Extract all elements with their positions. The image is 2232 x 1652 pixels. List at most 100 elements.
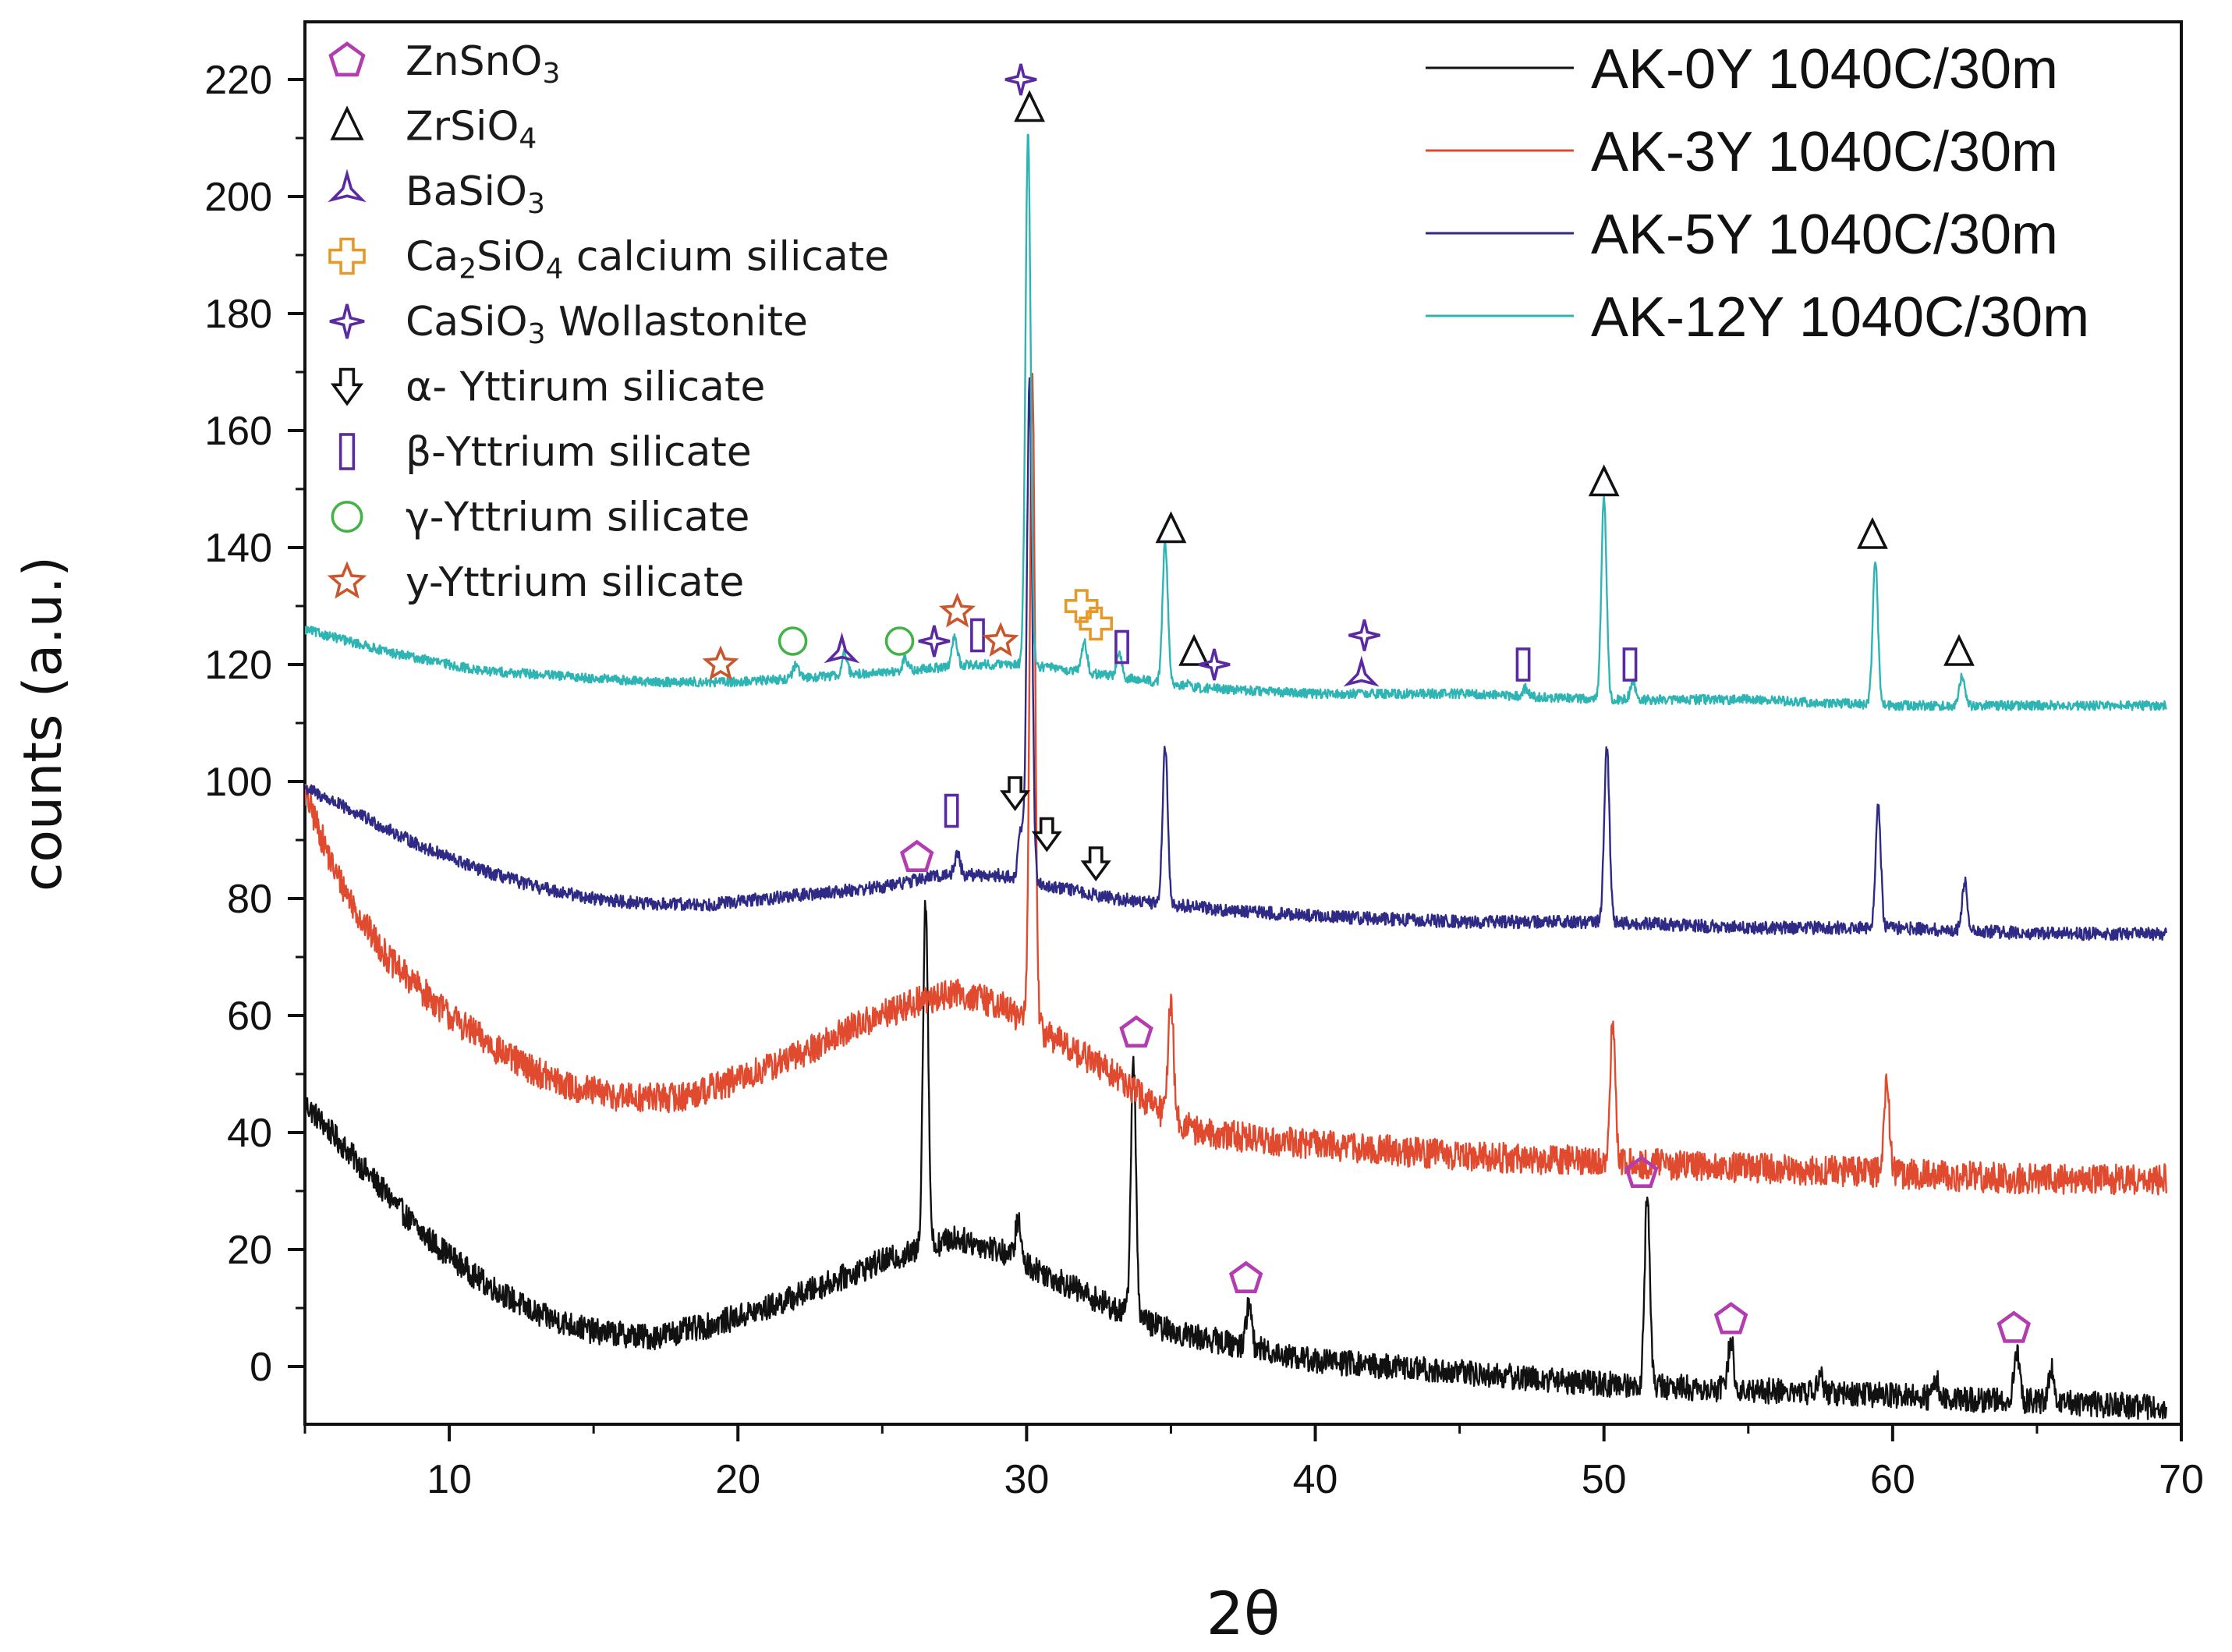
x-tick-label: 50 xyxy=(1582,1457,1627,1502)
down-arrow-icon xyxy=(1080,846,1111,882)
triangle-shape xyxy=(1014,90,1045,122)
x-tick-label: 60 xyxy=(1870,1457,1915,1502)
label-part: 3 xyxy=(542,58,560,90)
triangle-shape xyxy=(1588,464,1620,497)
pentagon-icon xyxy=(1119,1015,1153,1048)
arrow-shape xyxy=(1000,776,1031,812)
y-tick-label: 140 xyxy=(204,526,272,571)
y-tick-label: 160 xyxy=(204,409,272,454)
label-part: β-Yttrium silicate xyxy=(406,429,752,476)
cross-shape xyxy=(1064,589,1099,623)
phase-legend-label: γ-Yttrium silicate xyxy=(406,495,749,541)
series-legend-label: AK-3Y 1040C/30m xyxy=(1591,121,2058,183)
y-tick-label: 40 xyxy=(227,1111,272,1156)
tri-star-icon xyxy=(328,168,367,203)
rectangle-icon xyxy=(1515,647,1531,682)
circle-shape xyxy=(331,500,363,533)
pentagon-icon xyxy=(1229,1260,1263,1293)
cross-shape xyxy=(328,237,366,275)
circle-icon xyxy=(884,626,915,656)
y-axis-title: counts (a.u.) xyxy=(12,556,74,892)
x-tick-label: 20 xyxy=(715,1457,760,1502)
circle-shape xyxy=(778,626,808,656)
series-legend: AK-0Y 1040C/30m AK-3Y 1040C/30m AK-5Y 1040… xyxy=(1426,38,2089,349)
pentagon-icon xyxy=(1996,1310,2032,1343)
rect-shape xyxy=(338,433,356,470)
label-part: SiO xyxy=(477,234,545,281)
cross-icon xyxy=(1079,606,1114,641)
y-tick-label: 180 xyxy=(204,292,272,337)
phase-legend-label: CaSiO3 Wollastonite xyxy=(406,299,808,350)
phase-legend-label: α- Yttirum silicate xyxy=(406,364,765,411)
open-triangle-icon xyxy=(330,105,364,140)
label-part: γ-Yttrium silicate xyxy=(406,495,749,541)
rect-shape xyxy=(970,618,985,653)
triangle-shape xyxy=(330,105,364,140)
phase-legend-label: ZrSiO4 xyxy=(406,104,537,155)
y-tick-label: 120 xyxy=(204,643,272,688)
star-icon xyxy=(982,622,1019,658)
rect-shape xyxy=(944,793,959,828)
arrow-shape xyxy=(1031,817,1062,853)
y-tick-label: 80 xyxy=(227,877,272,922)
four-star-shape xyxy=(1004,63,1037,96)
pentagon-shape xyxy=(1996,1310,2032,1343)
annotation-layer xyxy=(702,63,2032,1343)
series-line-3 xyxy=(305,133,2167,711)
phase-legend-label: β-Yttrium silicate xyxy=(406,429,752,476)
x-tick-label: 70 xyxy=(2159,1457,2204,1502)
series-line-2 xyxy=(305,377,2167,941)
x-tick-label: 30 xyxy=(1004,1457,1049,1502)
label-part: Wollastonite xyxy=(545,299,808,346)
star-icon xyxy=(939,592,976,628)
triangle-shape xyxy=(1155,511,1187,544)
pentagon-shape xyxy=(1119,1015,1153,1048)
cross-icon xyxy=(1064,589,1099,623)
four-point-star-icon xyxy=(1348,619,1380,651)
circle-shape xyxy=(884,626,915,656)
circle-icon xyxy=(778,626,808,656)
pentagon-shape xyxy=(899,839,934,872)
pentagon-icon xyxy=(328,41,366,77)
pentagon-icon xyxy=(1713,1302,1748,1335)
rectangle-icon xyxy=(970,618,985,653)
star-shape xyxy=(982,622,1019,658)
four-star-shape xyxy=(1348,619,1380,651)
four-star-shape xyxy=(918,625,951,658)
axis-layer: 10 20 30 40 50 60 70 0 20 40 60 80 100 120 140 160 180 20… xyxy=(204,58,2204,1502)
rectangle-icon xyxy=(1622,647,1638,682)
down-arrow-icon xyxy=(1000,776,1031,812)
open-triangle-icon xyxy=(1857,516,1888,549)
pentagon-icon xyxy=(899,839,934,872)
y-tick-label: 220 xyxy=(204,58,272,103)
series-line-1 xyxy=(305,372,2167,1196)
phase-legend-label: BaSiO3 xyxy=(406,168,545,220)
phase-legend-label: Ca2SiO4 calcium silicate xyxy=(406,234,889,285)
series-legend-label: AK-5Y 1040C/30m xyxy=(1591,204,2058,266)
circle-icon xyxy=(331,500,363,533)
y-tick-label: 0 xyxy=(250,1345,272,1390)
series-legend-label: AK-0Y 1040C/30m xyxy=(1591,38,2058,101)
star-icon xyxy=(327,561,367,599)
open-triangle-icon xyxy=(1943,633,1975,666)
label-part: y-Yttrium silicate xyxy=(406,559,744,606)
open-triangle-icon xyxy=(1178,633,1210,666)
star-shape xyxy=(702,645,739,681)
pentagon-shape xyxy=(1229,1260,1263,1293)
four-point-star-icon xyxy=(1004,63,1037,96)
cross-icon xyxy=(328,237,366,275)
label-part: Ca xyxy=(406,234,459,281)
four-star-shape xyxy=(1198,648,1231,681)
label-part: 2 xyxy=(459,253,477,285)
down-arrow-icon xyxy=(330,367,364,406)
triangle-shape xyxy=(1178,633,1210,666)
label-part: 4 xyxy=(545,253,563,285)
open-triangle-icon xyxy=(1014,90,1045,122)
arrow-shape xyxy=(1080,846,1111,882)
x-axis-title: 2θ xyxy=(1206,1579,1281,1648)
y-tick-label: 20 xyxy=(227,1228,272,1273)
triangle-shape xyxy=(1943,633,1975,666)
open-triangle-icon xyxy=(1588,464,1620,497)
series-legend-label: AK-12Y 1040C/30m xyxy=(1591,286,2089,349)
rect-shape xyxy=(1515,647,1531,682)
